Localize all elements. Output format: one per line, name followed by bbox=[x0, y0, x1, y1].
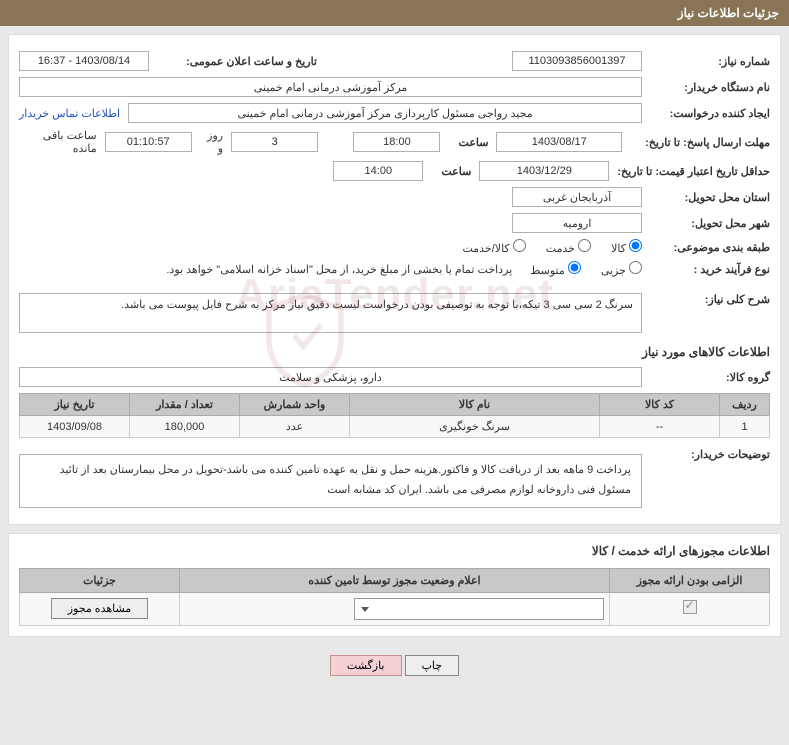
payment-note: پرداخت تمام یا بخشی از مبلغ خرید، از محل… bbox=[166, 263, 512, 276]
province-label: استان محل تحویل: bbox=[650, 191, 770, 204]
radio-medium[interactable]: متوسط bbox=[530, 261, 581, 277]
remaining-time: 01:10:57 bbox=[105, 132, 192, 152]
validity-date: 1403/12/29 bbox=[479, 161, 609, 181]
th-item-name: نام کالا bbox=[350, 394, 600, 416]
cell-item-name: سرنگ خونگیری bbox=[350, 416, 600, 438]
row-city: شهر محل تحویل: ارومیه bbox=[19, 213, 770, 233]
goods-table-header: ردیف کد کالا نام کالا واحد شمارش تعداد /… bbox=[20, 394, 770, 416]
lth-details: جزئیات bbox=[20, 568, 180, 592]
th-qty: تعداد / مقدار bbox=[130, 394, 240, 416]
general-desc-label: شرح کلی نیاز: bbox=[650, 293, 770, 306]
page-container: جزئیات اطلاعات نیاز شماره نیاز: 11030938… bbox=[0, 0, 789, 686]
back-button[interactable]: بازگشت bbox=[330, 655, 402, 676]
public-announce-label: تاریخ و ساعت اعلان عمومی: bbox=[157, 55, 317, 68]
need-no-value: 1103093856001397 bbox=[512, 51, 642, 71]
public-announce-value: 1403/08/14 - 16:37 bbox=[19, 51, 149, 71]
row-goods-group: گروه کالا: دارو، پزشکی و سلامت bbox=[19, 367, 770, 387]
license-status-cell bbox=[180, 592, 610, 625]
license-panel: اطلاعات مجوزهای ارائه خدمت / کالا الزامی… bbox=[8, 533, 781, 637]
general-desc-text: سرنگ 2 سی سی 3 تیکه،با توجه به توصیفی بو… bbox=[19, 293, 642, 333]
deadline-hour: 18:00 bbox=[353, 132, 440, 152]
footer-buttons: چاپ بازگشت bbox=[0, 645, 789, 686]
lth-mandatory: الزامی بودن ارائه مجوز bbox=[610, 568, 770, 592]
row-province: استان محل تحویل: آذربایجان غربی bbox=[19, 187, 770, 207]
row-requester: ایجاد کننده درخواست: مجید رواجی مسئول کا… bbox=[19, 103, 770, 123]
radio-medium-input[interactable] bbox=[568, 261, 581, 274]
goods-group-label: گروه کالا: bbox=[650, 371, 770, 384]
th-unit: واحد شمارش bbox=[240, 394, 350, 416]
validity-hour: 14:00 bbox=[333, 161, 423, 181]
row-purchase-type: نوع فرآیند خرید : جزیی متوسط پرداخت تمام… bbox=[19, 261, 770, 277]
radio-partial[interactable]: جزیی bbox=[601, 261, 642, 277]
th-row-num: ردیف bbox=[720, 394, 770, 416]
validity-label: حداقل تاریخ اعتبار قیمت: تا تاریخ: bbox=[617, 165, 770, 178]
hour-label-2: ساعت bbox=[431, 165, 471, 178]
row-buyer-org: نام دستگاه خریدار: مرکز آموزشی درمانی ام… bbox=[19, 77, 770, 97]
lth-status: اعلام وضعیت مجوز توسط تامین کننده bbox=[180, 568, 610, 592]
th-need-date: تاریخ نیاز bbox=[20, 394, 130, 416]
row-deadline: مهلت ارسال پاسخ: تا تاریخ: 1403/08/17 سا… bbox=[19, 129, 770, 155]
status-select[interactable] bbox=[354, 598, 604, 620]
checkbox-icon[interactable] bbox=[683, 600, 697, 614]
buyer-desc-label: توضیحات خریدار: bbox=[650, 448, 770, 461]
row-category: طبقه بندی موضوعی: کالا خدمت کالا/خدمت bbox=[19, 239, 770, 255]
radio-goods[interactable]: کالا bbox=[611, 239, 642, 255]
header-bar: جزئیات اطلاعات نیاز bbox=[0, 0, 789, 26]
buyer-org-label: نام دستگاه خریدار: bbox=[650, 81, 770, 94]
buyer-desc-text: پرداخت 9 ماهه بعد از دریافت کالا و فاکتو… bbox=[19, 454, 642, 508]
row-general-desc: شرح کلی نیاز: سرنگ 2 سی سی 3 تیکه،با توج… bbox=[19, 293, 770, 333]
goods-table: ردیف کد کالا نام کالا واحد شمارش تعداد /… bbox=[19, 393, 770, 438]
cell-row-num: 1 bbox=[720, 416, 770, 438]
remaining-label: ساعت باقی مانده bbox=[19, 129, 97, 155]
view-license-button[interactable]: مشاهده مجوز bbox=[51, 598, 148, 619]
row-validity: حداقل تاریخ اعتبار قیمت: تا تاریخ: 1403/… bbox=[19, 161, 770, 181]
form-panel: شماره نیاز: 1103093856001397 تاریخ و ساع… bbox=[8, 34, 781, 525]
days-and-label: روز و bbox=[200, 129, 223, 155]
requester-label: ایجاد کننده درخواست: bbox=[650, 107, 770, 120]
goods-group-value: دارو، پزشکی و سلامت bbox=[19, 367, 642, 387]
radio-partial-input[interactable] bbox=[629, 261, 642, 274]
row-buyer-desc: توضیحات خریدار: پرداخت 9 ماهه بعد از دری… bbox=[19, 448, 770, 508]
radio-service-input[interactable] bbox=[578, 239, 591, 252]
license-mandatory-cell bbox=[610, 592, 770, 625]
license-table-header: الزامی بودن ارائه مجوز اعلام وضعیت مجوز … bbox=[20, 568, 770, 592]
row-need-no: شماره نیاز: 1103093856001397 تاریخ و ساع… bbox=[19, 51, 770, 71]
hour-label-1: ساعت bbox=[448, 136, 488, 149]
radio-goods-input[interactable] bbox=[629, 239, 642, 252]
deadline-label: مهلت ارسال پاسخ: تا تاریخ: bbox=[630, 136, 770, 149]
th-item-code: کد کالا bbox=[600, 394, 720, 416]
requester-value: مجید رواجی مسئول کارپردازی مرکز آموزشی د… bbox=[128, 103, 642, 123]
contact-link[interactable]: اطلاعات تماس خریدار bbox=[19, 107, 120, 120]
city-value: ارومیه bbox=[512, 213, 642, 233]
cell-unit: عدد bbox=[240, 416, 350, 438]
goods-info-title: اطلاعات کالاهای مورد نیاز bbox=[19, 345, 770, 359]
purchase-type-label: نوع فرآیند خرید : bbox=[650, 263, 770, 276]
table-row: 1 -- سرنگ خونگیری عدد 180,000 1403/09/08 bbox=[20, 416, 770, 438]
province-value: آذربایجان غربی bbox=[512, 187, 642, 207]
deadline-date: 1403/08/17 bbox=[496, 132, 622, 152]
category-radios: کالا خدمت کالا/خدمت bbox=[462, 239, 642, 255]
license-title: اطلاعات مجوزهای ارائه خدمت / کالا bbox=[19, 544, 770, 558]
days-count: 3 bbox=[231, 132, 318, 152]
radio-service[interactable]: خدمت bbox=[546, 239, 591, 255]
license-row: مشاهده مجوز bbox=[20, 592, 770, 625]
license-details-cell: مشاهده مجوز bbox=[20, 592, 180, 625]
print-button[interactable]: چاپ bbox=[405, 655, 460, 676]
purchase-type-radios: جزیی متوسط bbox=[530, 261, 642, 277]
cell-need-date: 1403/09/08 bbox=[20, 416, 130, 438]
radio-gs-input[interactable] bbox=[513, 239, 526, 252]
cell-qty: 180,000 bbox=[130, 416, 240, 438]
header-title: جزئیات اطلاعات نیاز bbox=[678, 6, 779, 20]
buyer-org-value: مرکز آموزشی درمانی امام خمینی bbox=[19, 77, 642, 97]
need-no-label: شماره نیاز: bbox=[650, 55, 770, 68]
license-table: الزامی بودن ارائه مجوز اعلام وضعیت مجوز … bbox=[19, 568, 770, 626]
city-label: شهر محل تحویل: bbox=[650, 217, 770, 230]
radio-goods-service[interactable]: کالا/خدمت bbox=[462, 239, 525, 255]
cell-item-code: -- bbox=[600, 416, 720, 438]
category-label: طبقه بندی موضوعی: bbox=[650, 241, 770, 254]
